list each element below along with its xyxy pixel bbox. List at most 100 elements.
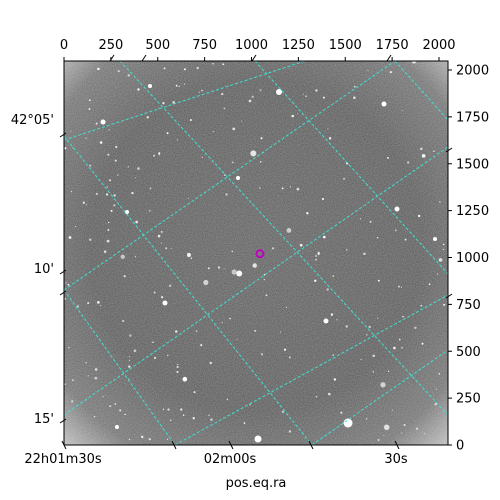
bright-star <box>100 119 106 125</box>
star <box>414 326 417 329</box>
bright-star <box>394 206 400 212</box>
star <box>167 408 170 411</box>
star <box>285 306 287 309</box>
star <box>438 372 441 375</box>
grid-line <box>64 146 448 416</box>
star <box>148 438 151 441</box>
star <box>232 127 236 131</box>
bright-star <box>148 84 152 88</box>
star <box>221 321 223 324</box>
star <box>85 204 87 206</box>
star <box>376 317 379 319</box>
star <box>93 415 96 418</box>
ra-tick-label: 02m00s <box>204 452 257 467</box>
y-tick-label: 250 <box>456 392 481 407</box>
star <box>131 191 134 195</box>
star <box>82 201 86 204</box>
star <box>401 110 403 112</box>
star <box>87 375 89 377</box>
star <box>178 85 180 88</box>
star <box>74 226 76 228</box>
star <box>94 376 98 380</box>
star <box>372 354 376 358</box>
x-tick-label: 1000 <box>235 38 268 53</box>
star <box>193 391 196 394</box>
star <box>360 358 362 361</box>
star <box>212 62 214 65</box>
star <box>64 298 67 300</box>
star <box>315 395 318 398</box>
star <box>306 212 309 215</box>
star <box>137 88 140 91</box>
star <box>288 356 291 359</box>
star <box>272 247 275 250</box>
star <box>443 303 446 306</box>
star <box>85 137 87 139</box>
star <box>353 85 356 88</box>
star <box>283 348 287 351</box>
star <box>383 434 385 436</box>
star <box>67 283 70 286</box>
star <box>223 174 226 176</box>
star <box>114 159 117 162</box>
star <box>343 177 345 180</box>
x-tick-label: 0 <box>60 38 68 53</box>
y-tick-label: 1500 <box>456 157 489 172</box>
y-tick-label: 1000 <box>456 251 489 266</box>
star <box>265 294 268 297</box>
star <box>95 122 98 125</box>
star <box>119 409 122 412</box>
star <box>391 409 393 411</box>
coordinate-grid <box>64 61 448 445</box>
star <box>190 257 193 259</box>
star <box>417 214 421 218</box>
star <box>435 388 437 390</box>
star <box>110 209 113 212</box>
star <box>141 435 144 439</box>
dec-ticks <box>59 54 453 424</box>
bright-star <box>125 210 129 214</box>
grid-line <box>394 61 448 121</box>
star <box>288 430 292 433</box>
star <box>380 382 386 388</box>
star <box>231 269 237 275</box>
star <box>89 238 92 241</box>
star <box>157 234 161 238</box>
grid-line <box>64 61 306 141</box>
star <box>260 137 263 140</box>
star <box>65 282 67 284</box>
star <box>207 267 210 270</box>
star <box>346 249 348 251</box>
star <box>127 74 131 77</box>
star <box>108 129 110 131</box>
star <box>68 347 70 349</box>
star <box>176 365 179 369</box>
star <box>71 400 74 403</box>
star <box>231 161 234 164</box>
bright-star <box>162 300 168 306</box>
star <box>303 93 305 95</box>
bright-star <box>381 101 387 107</box>
star <box>433 150 435 152</box>
star <box>376 236 379 239</box>
star <box>68 236 72 239</box>
x-tick-label: 750 <box>192 38 217 53</box>
bright-star <box>236 176 240 180</box>
star <box>153 356 157 359</box>
star <box>134 177 137 179</box>
star <box>353 96 356 100</box>
star <box>241 120 243 122</box>
star <box>386 156 389 159</box>
star <box>167 354 169 357</box>
star <box>406 161 410 164</box>
bright-star <box>276 89 282 95</box>
ra-tick-label: 22h01m30s <box>24 452 102 467</box>
star <box>420 147 423 151</box>
star <box>403 423 406 427</box>
star <box>107 229 110 231</box>
star <box>372 371 375 373</box>
star <box>127 166 129 168</box>
star <box>182 376 188 382</box>
star <box>85 362 87 364</box>
star <box>322 96 325 99</box>
